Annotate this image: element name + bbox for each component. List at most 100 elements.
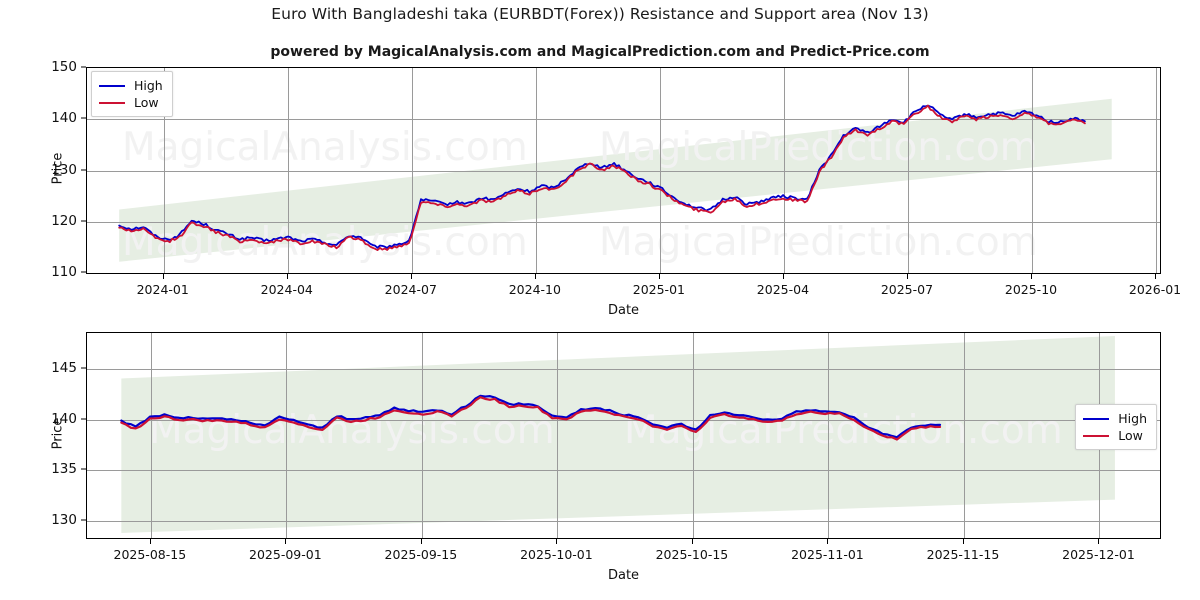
y-axis-tick-label: 140	[51, 410, 77, 427]
x-axis-label-bottom: Date	[607, 568, 640, 583]
x-axis-tick-label: 2025-09-01	[249, 547, 322, 562]
x-axis-tick-label: 2025-04	[756, 282, 810, 297]
x-axis-tick-mark	[658, 274, 660, 279]
x-axis-tick-label: 2025-10-01	[520, 547, 593, 562]
x-axis-tick-label: 2025-01	[632, 282, 685, 297]
x-axis-tick-label: 2025-07	[880, 282, 934, 297]
y-axis-tick-label: 135	[51, 461, 77, 478]
legend-label-low: Low	[1118, 428, 1143, 443]
x-gridline	[1031, 68, 1033, 273]
y-axis-tick-label: 140	[51, 110, 77, 127]
x-axis-tick-mark	[162, 274, 164, 279]
x-axis-label-top: Date	[607, 303, 640, 318]
resistance-support-band	[119, 98, 1112, 262]
plot-area-full-history: MagicalAnalysis.com MagicalPrediction.com…	[86, 67, 1161, 274]
y-axis-tick-mark	[81, 519, 86, 521]
y-gridline	[87, 520, 1160, 522]
x-axis-tick-mark	[285, 539, 287, 544]
x-axis-tick-mark	[149, 539, 151, 544]
x-gridline	[421, 333, 423, 538]
x-axis-tick-label: 2025-11-15	[926, 547, 1000, 562]
y-axis-tick-mark	[81, 169, 86, 170]
y-axis-tick-label: 120	[51, 212, 77, 229]
x-gridline	[150, 333, 152, 538]
x-gridline	[535, 68, 537, 273]
legend-label-low: Low	[134, 95, 159, 110]
x-gridline	[659, 68, 661, 273]
legend-swatch-low	[99, 101, 125, 104]
x-axis-tick-mark	[827, 539, 829, 544]
x-axis-tick-label: 2026-01	[1128, 282, 1182, 297]
y-axis-tick-mark	[81, 66, 86, 68]
x-axis-tick-label: 2025-10-15	[655, 547, 729, 562]
page-title: Euro With Bangladeshi taka (EURBDT(Forex…	[271, 5, 929, 23]
y-gridline	[87, 369, 1160, 371]
x-gridline	[557, 333, 559, 538]
series-line-high	[120, 394, 942, 439]
series-layer	[120, 394, 942, 441]
chart-panel-recent-zoom: MagicalAnalysis.com MagicalPrediction.com…	[51, 332, 1161, 583]
legend-swatch-high	[1083, 417, 1110, 420]
x-axis-tick-mark	[1030, 274, 1032, 279]
resistance-support-band	[121, 336, 1115, 533]
y-gridline	[87, 221, 1160, 223]
y-axis-tick-mark	[81, 367, 86, 369]
legend-item-high[interactable]: High	[1083, 410, 1147, 427]
y-axis-tick-label: 110	[51, 264, 77, 280]
x-gridline	[286, 333, 288, 538]
x-axis-tick-mark	[534, 274, 536, 279]
x-axis-tick-mark	[1098, 539, 1100, 544]
x-axis-tick-mark	[556, 539, 558, 544]
x-axis-tick-mark	[286, 274, 288, 279]
legend-bottom[interactable]: High Low	[1075, 404, 1157, 450]
x-axis-tick-label: 2025-10	[1004, 282, 1058, 297]
x-axis-tick-mark	[420, 539, 422, 544]
y-axis-tick-mark	[81, 468, 86, 470]
legend-swatch-high	[99, 84, 125, 87]
x-gridline	[828, 333, 830, 538]
legend-top[interactable]: High Low	[91, 71, 173, 117]
y-axis-tick-label: 130	[51, 161, 77, 178]
y-axis-tick-label: 145	[51, 360, 77, 377]
y-axis-tick-mark	[81, 220, 86, 222]
x-gridline	[287, 68, 289, 273]
x-axis-tick-label: 2025-12-01	[1062, 547, 1135, 562]
x-axis-tick-mark	[1155, 274, 1157, 279]
x-axis-tick-label: 2025-08-15	[113, 547, 187, 562]
plot-area-recent-zoom: MagicalAnalysis.com MagicalPrediction.com	[86, 332, 1161, 539]
x-axis-tick-label: 2025-09-15	[384, 547, 458, 562]
x-axis-tick-label: 2024-07	[384, 282, 437, 297]
legend-swatch-low	[1083, 434, 1110, 437]
y-gridline	[87, 419, 1160, 421]
y-axis-tick-mark	[81, 117, 86, 119]
x-gridline	[1156, 68, 1158, 273]
y-gridline	[87, 119, 1160, 121]
series-line-low	[120, 396, 942, 441]
x-axis-tick-mark	[906, 274, 908, 279]
x-gridline	[692, 333, 694, 538]
legend-item-low[interactable]: Low	[1083, 427, 1147, 444]
x-axis-tick-mark	[691, 539, 693, 544]
page-subtitle: powered by MagicalAnalysis.com and Magic…	[270, 44, 930, 60]
legend-item-low[interactable]: Low	[99, 94, 163, 111]
y-gridline	[87, 470, 1160, 472]
x-axis-tick-label: 2024-01	[136, 282, 189, 297]
y-axis-tick-mark	[81, 271, 86, 273]
x-gridline	[163, 68, 165, 273]
x-axis-tick-mark	[962, 539, 964, 544]
y-axis-tick-label: 150	[51, 59, 77, 75]
y-axis-tick-label: 130	[51, 511, 77, 528]
x-axis-tick-mark	[782, 274, 784, 279]
x-axis-tick-label: 2024-10	[508, 282, 561, 297]
x-axis-tick-label: 2024-04	[260, 282, 313, 297]
legend-label-high: High	[134, 78, 163, 93]
x-gridline	[963, 333, 965, 538]
legend-item-high[interactable]: High	[99, 77, 163, 94]
x-gridline	[907, 68, 909, 273]
series-line-high	[118, 104, 1086, 249]
y-axis-tick-mark	[81, 418, 86, 420]
x-gridline	[783, 68, 785, 273]
series-line-low	[118, 104, 1086, 252]
x-axis-tick-mark	[410, 274, 412, 279]
